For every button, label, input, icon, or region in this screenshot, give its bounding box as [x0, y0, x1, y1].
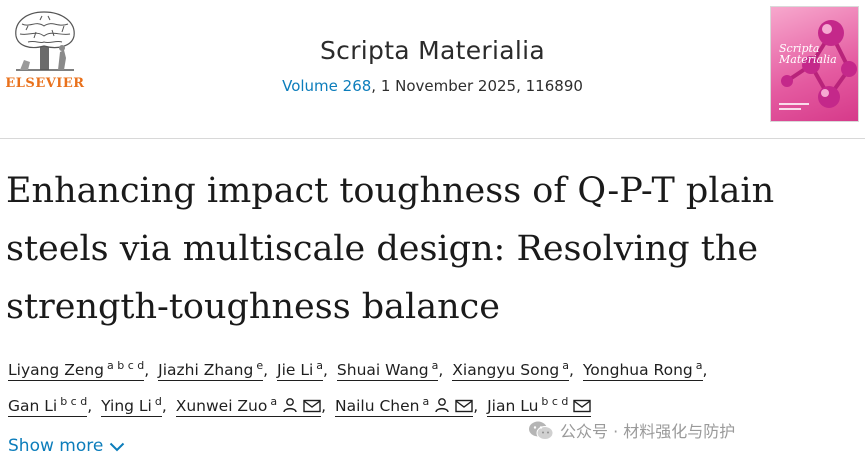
publisher-name: ELSEVIER	[5, 76, 85, 91]
author-link[interactable]: Shuai Wang a	[336, 359, 439, 381]
author-link[interactable]: Yonghua Rong a	[582, 359, 703, 381]
tree-icon	[15, 11, 75, 71]
affiliation-marks: a b c d	[107, 359, 145, 372]
wechat-icon	[529, 421, 554, 440]
journal-header: ELSEVIER Scripta Materialia Volume 268, …	[0, 0, 865, 136]
journal-name-link[interactable]: Scripta Materialia	[319, 36, 545, 65]
show-more-button[interactable]: Show more	[8, 436, 125, 456]
affiliation-marks: b c d	[541, 395, 569, 408]
author-link[interactable]: Xiangyu Song a	[452, 359, 570, 381]
affiliation-marks: a	[316, 359, 324, 372]
affiliation-marks: b c d	[60, 395, 88, 408]
chevron-down-icon	[110, 442, 125, 452]
author-link[interactable]: Jie Li a	[277, 359, 324, 381]
author-link[interactable]: Liyang Zeng a b c d	[8, 359, 145, 381]
affiliation-marks: a	[695, 359, 703, 372]
person-icon	[435, 398, 449, 413]
author-list: Liyang Zeng a b c d, Jiazhi Zhang e, Jie L…	[8, 359, 708, 417]
affiliation-marks: a	[270, 395, 278, 408]
title-line: steels via multiscale design: Resolving …	[6, 229, 759, 269]
affiliation-marks: e	[256, 359, 264, 372]
citation-details: , 1 November 2025, 116890	[371, 77, 583, 95]
mail-icon	[573, 399, 592, 413]
header-divider	[0, 138, 865, 139]
person-icon	[283, 398, 297, 413]
wechat-watermark: 公众号 · 材料强化与防护	[528, 418, 735, 442]
volume-link[interactable]: Volume 268	[282, 77, 372, 95]
title-line: Enhancing impact toughness of Q-P-T plai…	[6, 171, 775, 211]
citation-line: Volume 268, 1 November 2025, 116890	[0, 77, 865, 95]
author-link[interactable]: Gan Li b c d	[8, 395, 88, 417]
affiliation-marks: a	[431, 359, 439, 372]
molecule-cover-art-icon	[779, 20, 857, 110]
title-line: strength-toughness balance	[6, 287, 500, 327]
show-more-label: Show more	[8, 436, 104, 456]
mail-icon	[303, 399, 321, 413]
author-link[interactable]: Nailu Chen a	[334, 395, 474, 417]
watermark-text: 公众号 · 材料强化与防护	[560, 422, 736, 441]
affiliation-marks: a	[422, 395, 430, 408]
mail-icon	[455, 399, 473, 413]
affiliation-marks: d	[154, 395, 162, 408]
cover-title: Scripta Materialia	[779, 42, 837, 66]
elsevier-tree-logo[interactable]	[6, 6, 84, 92]
author-link[interactable]: Xunwei Zuo a	[175, 395, 322, 417]
affiliation-marks: a	[562, 359, 570, 372]
journal-cover-thumbnail[interactable]: Scripta Materialia	[770, 6, 859, 122]
author-link[interactable]: Jiazhi Zhang e	[158, 359, 264, 381]
article-title: Enhancing impact toughness of Q-P-T plai…	[6, 162, 856, 336]
author-link[interactable]: Ying Li d	[101, 395, 162, 417]
author-link[interactable]: Jian Lu b c d	[487, 395, 592, 417]
